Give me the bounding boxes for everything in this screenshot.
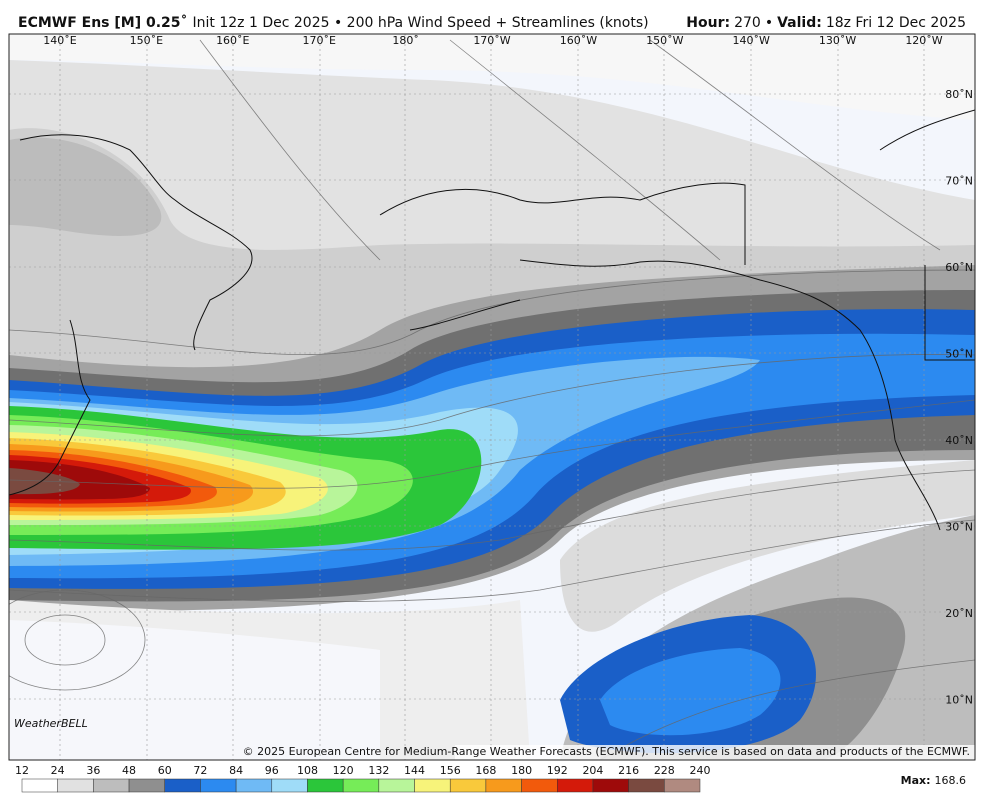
colorbar-tick-label: 48 <box>122 764 136 777</box>
colorbar-tick-label: 180 <box>511 764 532 777</box>
longitude-labels: 140˚E 150˚E 160˚E 170˚E 180˚ 170˚W 160˚W 150˚W 1… <box>43 34 943 47</box>
coastlines <box>9 109 975 531</box>
colorbar-tick-label: 36 <box>86 764 100 777</box>
hour: 270 <box>734 15 761 31</box>
longitude-label: 150˚W <box>646 34 683 47</box>
colorbar-tick-label: 108 <box>297 764 318 777</box>
longitude-label: 140˚E <box>43 34 76 47</box>
colorbar-swatch <box>200 778 237 793</box>
colorbar-swatch <box>164 778 201 793</box>
header-right: Hour: 270 • Valid: 18z Fri 12 Dec 2025 <box>686 15 966 31</box>
colorbar-tick-label: 96 <box>265 764 279 777</box>
max-label: Max: <box>901 774 931 787</box>
colorbar-swatch <box>592 778 629 793</box>
latitude-label: 70˚N <box>945 175 973 188</box>
latitude-label: 60˚N <box>945 261 973 274</box>
colorbar-tick-label: 84 <box>229 764 243 777</box>
colorbar-tick-label: 240 <box>690 764 711 777</box>
colorbar-swatch <box>342 778 380 793</box>
max: Max: 168.6 <box>901 774 966 787</box>
colorbar-tick-label: 156 <box>440 764 461 777</box>
copyright: © 2025 European Centre for Medium-Range … <box>243 745 970 758</box>
colorbar-tick-label: 144 <box>404 764 425 777</box>
longitude-label: 160˚E <box>216 34 249 47</box>
subtitle: Init 12z 1 Dec 2025 • 200 hPa Wind Speed… <box>193 15 649 31</box>
colorbar-tick-label: 216 <box>618 764 639 777</box>
colorbar-swatch <box>485 778 522 793</box>
valid: 18z Fri 12 Dec 2025 <box>826 15 966 31</box>
colorbar-swatch <box>128 778 165 793</box>
header-left: ECMWF Ens [M] 0.25˚ Init 12z 1 Dec 2025 •… <box>18 14 649 31</box>
grid <box>9 34 975 760</box>
colorbar-swatch <box>664 778 701 793</box>
colorbar: 12 24 36 48 60 72 84 96 108 120 132 144 156 168 180 192… <box>15 764 711 793</box>
latitude-label: 20˚N <box>945 607 973 620</box>
longitude-label: 140˚W <box>733 34 770 47</box>
separator: • <box>765 15 773 31</box>
longitude-label: 150˚E <box>130 34 163 47</box>
valid-label: Valid: <box>777 15 822 31</box>
colorbar-tick-label: 228 <box>654 764 675 777</box>
latitude-label: 50˚N <box>945 348 973 361</box>
colorbar-swatch <box>378 778 415 793</box>
colorbar-tick-label: 72 <box>193 764 207 777</box>
colorbar-swatch <box>628 778 665 793</box>
max-value: 168.6 <box>935 774 967 787</box>
latitude-label: 30˚N <box>945 521 973 534</box>
map-frame <box>8 33 976 761</box>
map: WeatherBELL © 2025 European Centre for M… <box>9 34 975 760</box>
colorbar-tick-label: 60 <box>158 764 172 777</box>
colorbar-tick-label: 132 <box>368 764 389 777</box>
title: ECMWF Ens [M] 0.25˚ <box>18 14 188 31</box>
colorbar-swatch <box>521 778 558 793</box>
colorbar-swatch <box>57 778 94 793</box>
latitude-labels: 80˚N 70˚N 60˚N 50˚N 40˚N 30˚N 20˚N 10˚N <box>945 88 973 707</box>
colorbar-tick-label: 168 <box>475 764 496 777</box>
colorbar-swatch <box>271 778 308 793</box>
colorbar-swatch <box>414 778 451 793</box>
colorbar-swatch <box>557 778 594 793</box>
hour-label: Hour: <box>686 15 730 31</box>
longitude-label: 120˚W <box>905 34 942 47</box>
longitude-label: 180˚ <box>392 34 419 47</box>
latitude-label: 40˚N <box>945 434 973 447</box>
streamlines <box>9 39 975 760</box>
colorbar-swatch <box>21 778 58 793</box>
longitude-label: 170˚E <box>302 34 335 47</box>
colorbar-tick-label: 12 <box>15 764 29 777</box>
colorbar-swatch <box>93 778 130 793</box>
colorbar-swatch <box>235 778 273 793</box>
colorbar-tick-label: 192 <box>547 764 568 777</box>
latitude-label: 10˚N <box>945 694 973 707</box>
colorbar-swatch <box>449 778 487 793</box>
longitude-label: 130˚W <box>819 34 856 47</box>
longitude-label: 160˚W <box>560 34 597 47</box>
latitude-label: 80˚N <box>945 88 973 101</box>
colorbar-swatch <box>307 778 344 793</box>
colorbar-tick-label: 120 <box>333 764 354 777</box>
longitude-label: 170˚W <box>473 34 510 47</box>
logo: WeatherBELL <box>14 717 88 730</box>
colorbar-tick-label: 24 <box>51 764 65 777</box>
colorbar-tick-label: 204 <box>582 764 603 777</box>
